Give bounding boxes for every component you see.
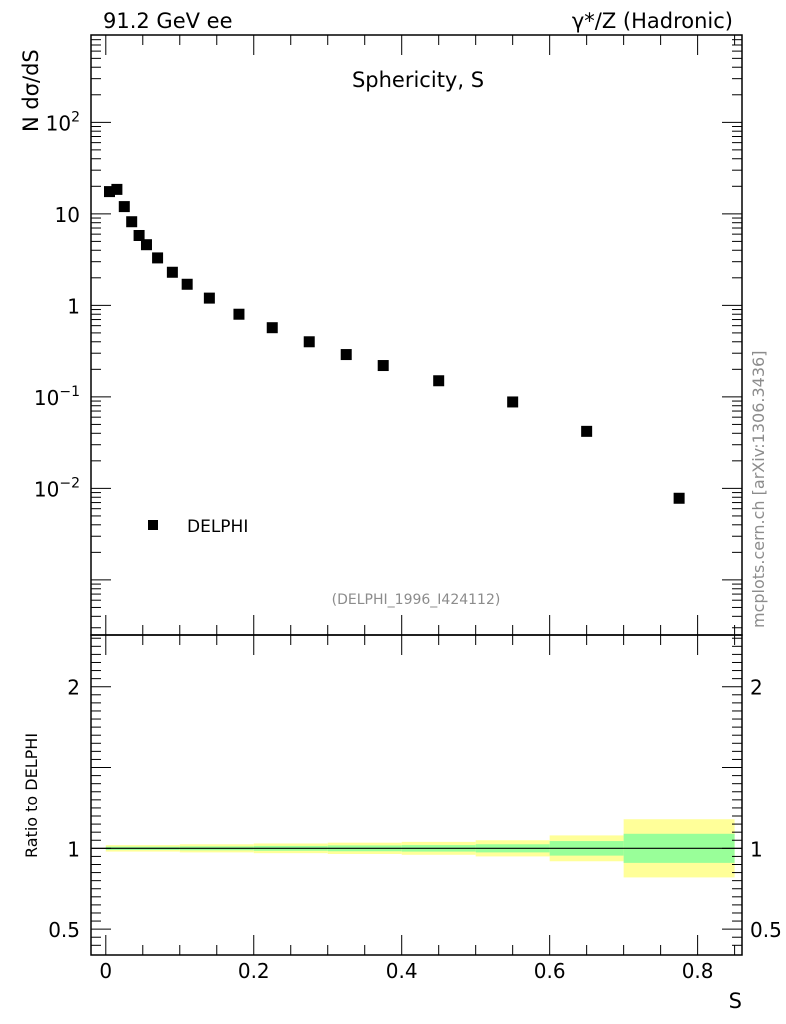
ratio-y-axis-label: Ratio to DELPHI — [22, 733, 41, 858]
main-title: Sphericity, S — [352, 68, 484, 92]
watermark: mcplots.cern.ch [arXiv:1306.3436] — [749, 351, 768, 628]
data-point — [266, 322, 278, 334]
ratio-y-tick-label-right: 0.5 — [750, 918, 782, 942]
x-tick-label: 0.8 — [682, 959, 714, 983]
data-point — [103, 186, 115, 198]
header-process: γ*/Z (Hadronic) — [572, 9, 733, 33]
x-tick-label: 0.6 — [534, 959, 566, 983]
data-point — [181, 278, 193, 290]
main-y-tick-label: 102 — [46, 109, 80, 135]
data-point — [303, 336, 315, 348]
analysis-reference: (DELPHI_1996_I424112) — [332, 592, 501, 608]
main-y-tick-label: 10 — [55, 203, 80, 227]
data-point — [203, 292, 215, 304]
data-point — [433, 375, 445, 387]
ratio-y-tick-label-left: 1 — [67, 837, 80, 861]
x-tick-label: 0.2 — [238, 959, 270, 983]
data-point — [126, 216, 138, 228]
ratio-panel: 2 2 1 1 0.5 0.5 0 0.2 0.4 0.6 0.8 Ratio to DELPHI… — [22, 634, 782, 1013]
main-y-tick-label: 10−2 — [34, 475, 80, 501]
legend-marker — [148, 520, 158, 530]
data-point — [133, 229, 145, 241]
x-tick-labels: 0 0.2 0.4 0.6 0.8 — [99, 959, 713, 983]
main-y-tick-label: 1 — [67, 294, 80, 318]
data-point — [581, 425, 593, 437]
ratio-y-tick-label-right: 2 — [750, 676, 763, 700]
x-tick-label: 0.4 — [386, 959, 418, 983]
data-point — [140, 239, 152, 251]
ratio-y-tick-label-left: 2 — [67, 676, 80, 700]
ratio-plot-frame — [90, 634, 743, 956]
x-axis-label: S — [729, 989, 742, 1013]
x-tick-label: 0 — [99, 959, 112, 983]
main-panel: 102 10 1 10−1 10−2 Sphericity, S N dσ/dS DEL… — [19, 34, 743, 636]
data-point — [166, 266, 178, 278]
main-y-axis-label: N dσ/dS — [19, 49, 43, 132]
data-point — [111, 183, 123, 195]
main-axis-ticks — [91, 34, 742, 635]
legend-label: DELPHI — [187, 517, 248, 537]
data-point — [377, 360, 389, 372]
legend: DELPHI — [148, 517, 248, 537]
ratio-y-tick-label-left: 0.5 — [48, 918, 80, 942]
main-y-tick-label: 10−1 — [34, 384, 80, 410]
data-points — [103, 183, 685, 504]
data-point — [507, 396, 519, 408]
data-point — [673, 492, 685, 504]
ratio-axis-ticks — [91, 635, 742, 955]
data-point — [340, 349, 352, 361]
main-y-tick-labels: 102 10 1 10−1 10−2 — [34, 109, 80, 501]
data-point — [233, 308, 245, 320]
header-energy: 91.2 GeV ee — [103, 9, 233, 33]
ratio-y-tick-labels: 2 2 1 1 0.5 0.5 — [48, 676, 782, 942]
ratio-y-tick-label-right: 1 — [750, 837, 763, 861]
data-point — [152, 252, 164, 264]
main-plot-frame — [90, 34, 743, 636]
data-point — [118, 201, 130, 213]
